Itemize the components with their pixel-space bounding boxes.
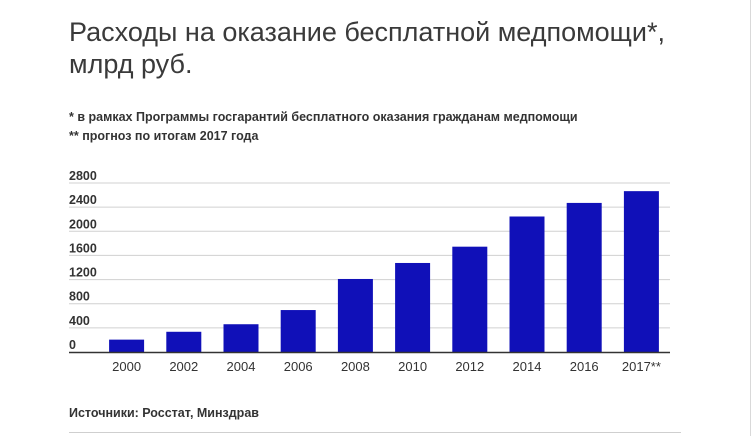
x-tick-label: 2000 bbox=[112, 359, 141, 374]
bar-2004 bbox=[223, 324, 259, 352]
x-tick-label: 2017** bbox=[622, 359, 661, 374]
x-tick-label: 2010 bbox=[398, 359, 427, 374]
footnote-program: * в рамках Программы госгарантий бесплат… bbox=[69, 110, 578, 124]
x-tick-label: 2006 bbox=[284, 359, 313, 374]
bottom-divider bbox=[69, 432, 681, 433]
y-tick-label: 1600 bbox=[69, 241, 97, 255]
source-note: Источники: Росстат, Минздрав bbox=[69, 406, 259, 420]
x-axis-tick-labels: 2000 2002 2004 2006 2008 2010 2012 2014 2016 2017… bbox=[112, 359, 661, 374]
x-tick-label: 2016 bbox=[570, 359, 599, 374]
bar-2016 bbox=[566, 202, 602, 352]
bar-2002 bbox=[166, 331, 202, 352]
chart-title: Расходы на оказание бесплатной медпомощи… bbox=[69, 17, 665, 79]
y-axis-tick-labels: 0 400 800 1200 1600 2000 2400 2800 bbox=[69, 169, 97, 352]
y-tick-label: 2800 bbox=[69, 169, 97, 183]
x-tick-label: 2012 bbox=[455, 359, 484, 374]
bar-2017 bbox=[623, 191, 659, 352]
x-tick-label: 2004 bbox=[227, 359, 256, 374]
y-tick-label: 0 bbox=[69, 338, 76, 352]
x-tick-label: 2014 bbox=[513, 359, 542, 374]
y-tick-label: 1200 bbox=[69, 266, 97, 280]
y-tick-label: 400 bbox=[69, 314, 90, 328]
bars bbox=[109, 191, 659, 352]
x-tick-label: 2002 bbox=[169, 359, 198, 374]
y-tick-label: 2400 bbox=[69, 193, 97, 207]
bar-2000 bbox=[109, 339, 145, 352]
bar-2014 bbox=[509, 216, 545, 352]
bar-2010 bbox=[395, 262, 431, 352]
bar-2012 bbox=[452, 246, 488, 352]
y-tick-label: 800 bbox=[69, 290, 90, 304]
y-tick-label: 2000 bbox=[69, 217, 97, 231]
x-tick-label: 2008 bbox=[341, 359, 370, 374]
footnote-forecast: ** прогноз по итогам 2017 года bbox=[69, 129, 259, 143]
bar-2008 bbox=[337, 278, 373, 352]
bar-2006 bbox=[280, 310, 316, 352]
